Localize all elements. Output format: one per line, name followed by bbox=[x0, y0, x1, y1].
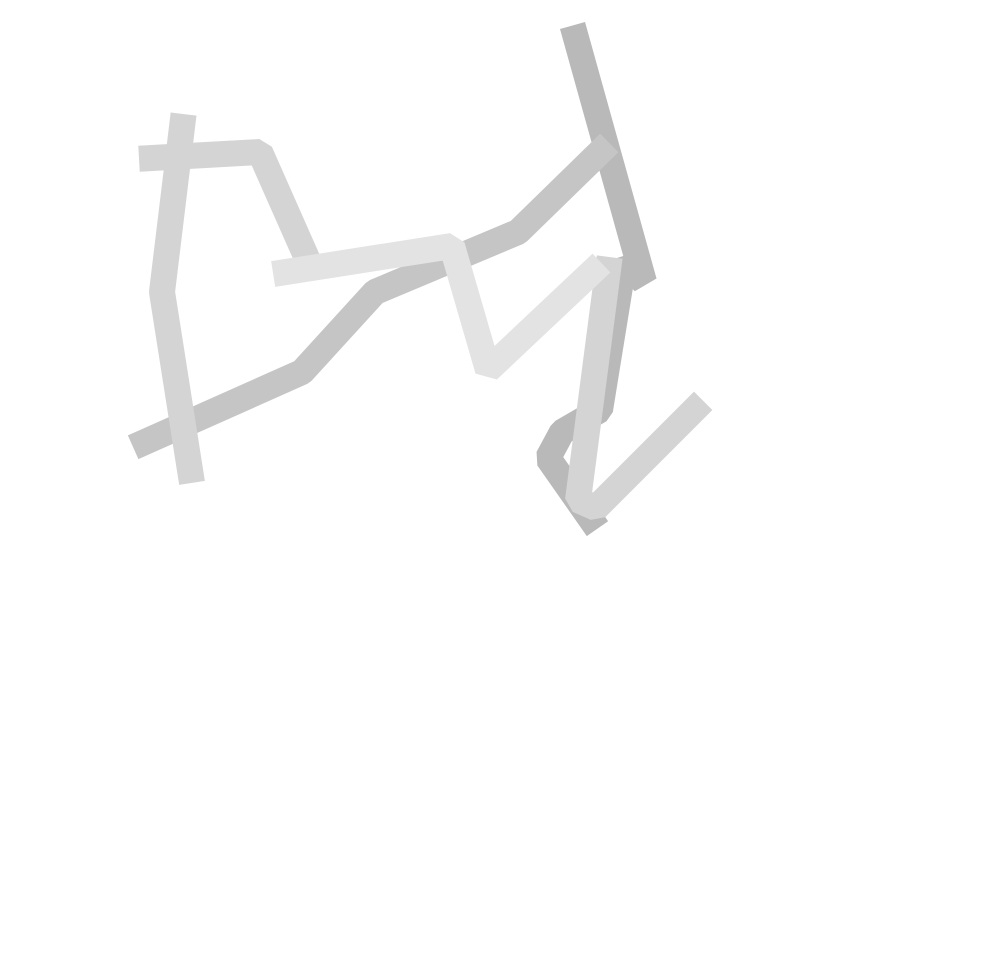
lighter-gray-stroke bbox=[271, 233, 611, 380]
light-gray-stroke bbox=[149, 112, 205, 485]
mid-gray-stroke bbox=[127, 133, 619, 460]
light-gray-stroke-loop bbox=[138, 139, 324, 274]
light-gray-stroke-tail bbox=[565, 255, 713, 520]
